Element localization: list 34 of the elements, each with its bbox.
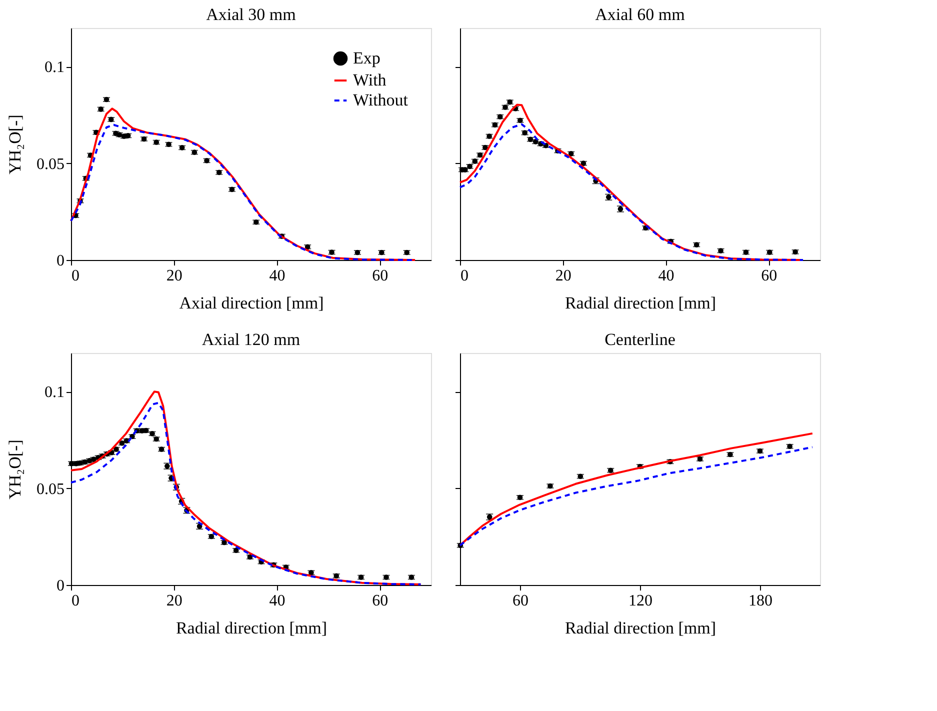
x-tick-label: 20 (166, 592, 182, 610)
x-tick-label: 40 (658, 268, 674, 284)
legend-label: Exp (353, 48, 380, 68)
legend-label: With (353, 70, 387, 90)
x-tick-label: 0 (460, 268, 468, 284)
x-tick-label: 0 (72, 268, 80, 284)
y-tick-label: 0.1 (44, 384, 64, 402)
x-tick-label: 60 (372, 592, 388, 610)
x-tick-label: 60 (761, 268, 778, 284)
y-axis-title: YH₂O[-] (6, 440, 24, 500)
x-tick-label: 20 (166, 268, 182, 284)
chart-title: Centerline (604, 330, 676, 349)
chart-title: Axial 60 mm (595, 5, 685, 24)
x-tick-label: 60 (512, 592, 528, 610)
x-tick-label: 40 (269, 592, 286, 610)
y-tick-label: 0 (56, 252, 64, 270)
chart-title: Axial 120 mm (202, 330, 300, 349)
x-axis-title: Radial direction [mm] (564, 294, 716, 312)
x-axis-title: Axial direction [mm] (179, 294, 324, 312)
x-tick-label: 0 (72, 592, 80, 610)
chart-title: Axial 30 mm (206, 5, 296, 24)
legend-label: Without (353, 90, 408, 110)
x-tick-label: 20 (555, 268, 572, 284)
x-tick-label: 40 (269, 268, 286, 284)
x-tick-label: 120 (628, 592, 652, 610)
y-tick-label: 0.1 (44, 59, 64, 76)
x-axis-title: Radial direction [mm] (564, 618, 716, 638)
y-tick-label: 0.05 (36, 156, 64, 173)
x-tick-label: 180 (748, 592, 772, 610)
x-tick-label: 60 (372, 268, 388, 284)
y-tick-label: 0 (56, 578, 64, 594)
y-axis-title: YH₂O[-] (6, 114, 24, 174)
x-axis-title: Radial direction [mm] (176, 618, 328, 638)
y-tick-label: 0.05 (36, 480, 64, 498)
